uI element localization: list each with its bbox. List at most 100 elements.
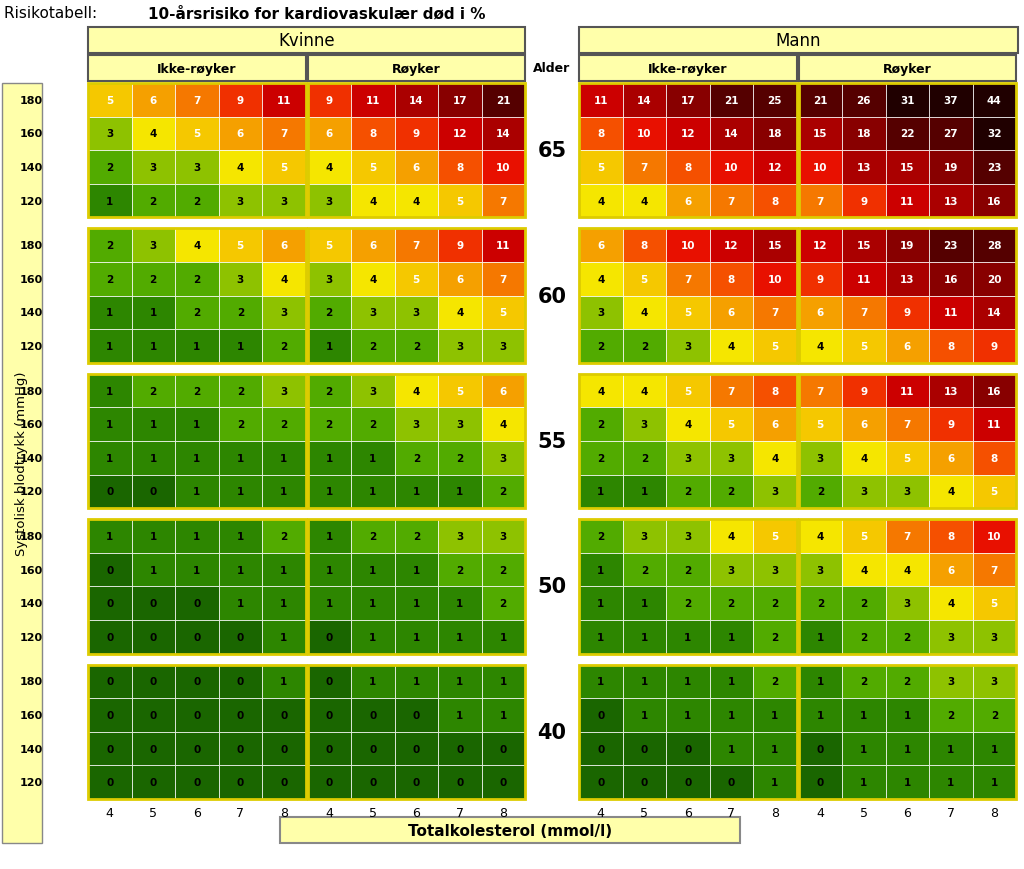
Text: 11: 11 <box>900 386 914 396</box>
Text: 3: 3 <box>150 241 157 251</box>
Text: 13: 13 <box>943 386 958 396</box>
Text: 2: 2 <box>281 420 288 429</box>
Text: 20: 20 <box>987 275 1001 284</box>
Text: Røyker: Røyker <box>392 63 440 76</box>
Text: 0: 0 <box>150 632 157 642</box>
Text: 8: 8 <box>771 196 778 206</box>
Text: 5: 5 <box>413 275 420 284</box>
Text: 160: 160 <box>19 565 43 575</box>
Text: 1: 1 <box>106 386 114 396</box>
Text: 3: 3 <box>369 308 377 318</box>
Text: 180: 180 <box>19 531 43 541</box>
Text: 7: 7 <box>771 308 778 318</box>
Text: 0: 0 <box>456 777 464 787</box>
Text: 15: 15 <box>768 241 782 251</box>
Text: 0: 0 <box>369 710 377 720</box>
Text: 0: 0 <box>150 599 157 608</box>
Text: 1: 1 <box>194 531 201 541</box>
Text: 23: 23 <box>943 241 958 251</box>
Text: 0: 0 <box>194 777 201 787</box>
Text: 5: 5 <box>684 386 691 396</box>
Text: 1: 1 <box>281 632 288 642</box>
Text: 5: 5 <box>771 342 778 352</box>
Text: 10: 10 <box>637 129 651 139</box>
Text: 14: 14 <box>724 129 738 139</box>
Text: 1: 1 <box>150 342 157 352</box>
Text: 9: 9 <box>860 386 867 396</box>
Text: 7: 7 <box>728 386 735 396</box>
Text: Kvinne: Kvinne <box>279 32 335 50</box>
Text: 8: 8 <box>369 129 377 139</box>
Text: 11: 11 <box>943 308 958 318</box>
Text: 5: 5 <box>684 308 691 318</box>
Text: 2: 2 <box>326 308 333 318</box>
Text: 2: 2 <box>413 454 420 463</box>
Text: 1: 1 <box>597 599 604 608</box>
Text: 1: 1 <box>326 599 333 608</box>
Text: 3: 3 <box>990 632 997 642</box>
Text: 28: 28 <box>987 241 1001 251</box>
Text: 1: 1 <box>641 677 648 687</box>
Text: 23: 23 <box>987 163 1001 173</box>
Text: 21: 21 <box>724 96 738 106</box>
Text: 9: 9 <box>237 96 244 106</box>
Text: 6: 6 <box>947 565 954 575</box>
Text: 140: 140 <box>19 308 43 318</box>
Text: 10: 10 <box>768 275 782 284</box>
Text: 14: 14 <box>409 96 424 106</box>
Text: 0: 0 <box>500 744 507 753</box>
Text: 15: 15 <box>900 163 914 173</box>
Text: 5: 5 <box>369 163 377 173</box>
Text: Systolisk blodtrykk (mmHg): Systolisk blodtrykk (mmHg) <box>15 371 29 555</box>
Text: 4: 4 <box>816 342 824 352</box>
Text: 14: 14 <box>496 129 511 139</box>
Text: 3: 3 <box>456 342 464 352</box>
Text: 1: 1 <box>456 710 464 720</box>
Text: 1: 1 <box>237 487 244 497</box>
Text: 0: 0 <box>106 744 114 753</box>
Text: 5: 5 <box>150 806 158 819</box>
Text: 13: 13 <box>943 196 958 206</box>
Text: 0: 0 <box>684 777 691 787</box>
Text: 16: 16 <box>987 386 1001 396</box>
Text: 0: 0 <box>326 744 333 753</box>
Text: 7: 7 <box>237 806 245 819</box>
Text: 6: 6 <box>500 386 507 396</box>
Text: 1: 1 <box>903 744 911 753</box>
Text: 1: 1 <box>237 565 244 575</box>
Text: 1: 1 <box>456 677 464 687</box>
Text: 3: 3 <box>237 196 244 206</box>
Text: 1: 1 <box>326 342 333 352</box>
Text: 1: 1 <box>413 632 420 642</box>
Text: Røyker: Røyker <box>883 63 932 76</box>
Text: 120: 120 <box>19 196 43 206</box>
Text: 1: 1 <box>947 744 954 753</box>
Text: 1: 1 <box>106 342 114 352</box>
Text: 2: 2 <box>816 487 824 497</box>
Text: 4: 4 <box>860 454 867 463</box>
Text: 3: 3 <box>641 420 648 429</box>
Text: 1: 1 <box>500 677 507 687</box>
Text: 25: 25 <box>768 96 782 106</box>
Text: 0: 0 <box>237 710 244 720</box>
Text: 1: 1 <box>237 599 244 608</box>
Text: 1: 1 <box>281 487 288 497</box>
Text: 2: 2 <box>369 531 377 541</box>
Text: 55: 55 <box>538 432 566 452</box>
Text: 2: 2 <box>106 163 114 173</box>
Text: 0: 0 <box>500 777 507 787</box>
Text: 3: 3 <box>641 531 648 541</box>
Text: 4: 4 <box>326 163 333 173</box>
Text: 4: 4 <box>194 241 201 251</box>
Text: 1: 1 <box>326 487 333 497</box>
Text: 0: 0 <box>106 565 114 575</box>
Text: 11: 11 <box>900 196 914 206</box>
Text: 0: 0 <box>641 777 648 787</box>
Text: 1: 1 <box>903 710 911 720</box>
Text: 3: 3 <box>500 531 507 541</box>
Text: 4: 4 <box>597 196 604 206</box>
Text: 21: 21 <box>496 96 511 106</box>
Text: 1: 1 <box>326 565 333 575</box>
Text: 44: 44 <box>987 96 1001 106</box>
Text: 5: 5 <box>771 531 778 541</box>
